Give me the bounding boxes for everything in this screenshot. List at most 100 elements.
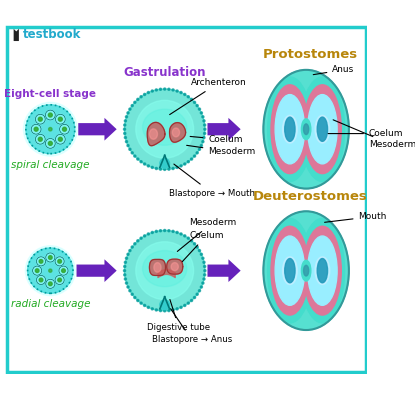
Circle shape <box>127 112 129 114</box>
Circle shape <box>134 101 136 103</box>
Text: Coelum: Coelum <box>328 129 403 138</box>
Circle shape <box>196 293 198 295</box>
Text: Digestive tube: Digestive tube <box>147 300 210 332</box>
Ellipse shape <box>317 117 327 141</box>
Circle shape <box>124 89 205 170</box>
Circle shape <box>137 158 139 160</box>
Circle shape <box>46 253 55 262</box>
Ellipse shape <box>315 257 330 284</box>
Ellipse shape <box>303 265 309 276</box>
Circle shape <box>134 296 136 298</box>
Circle shape <box>38 117 42 121</box>
Circle shape <box>59 137 62 141</box>
Circle shape <box>136 100 194 158</box>
Circle shape <box>204 124 206 126</box>
Circle shape <box>172 309 174 311</box>
Circle shape <box>55 257 64 266</box>
Circle shape <box>35 114 45 124</box>
Ellipse shape <box>303 226 341 315</box>
Circle shape <box>190 98 193 101</box>
Ellipse shape <box>315 115 330 143</box>
Circle shape <box>39 259 43 263</box>
Circle shape <box>180 91 182 94</box>
Circle shape <box>204 128 206 130</box>
Circle shape <box>193 101 195 103</box>
Circle shape <box>203 278 205 280</box>
Circle shape <box>58 278 61 282</box>
Circle shape <box>129 290 131 292</box>
Circle shape <box>144 93 146 95</box>
Circle shape <box>180 233 182 235</box>
Circle shape <box>56 114 65 124</box>
Circle shape <box>204 270 206 272</box>
Circle shape <box>38 137 42 141</box>
Circle shape <box>155 309 157 311</box>
Circle shape <box>168 88 170 90</box>
Circle shape <box>31 124 41 134</box>
Circle shape <box>193 155 195 157</box>
Text: Eight-cell stage: Eight-cell stage <box>4 89 96 99</box>
Text: Gastrulation: Gastrulation <box>123 65 206 79</box>
Circle shape <box>33 266 42 275</box>
Circle shape <box>56 134 65 144</box>
Circle shape <box>124 132 126 134</box>
Circle shape <box>45 110 55 120</box>
Ellipse shape <box>301 119 311 140</box>
Ellipse shape <box>317 259 327 283</box>
Circle shape <box>172 89 174 91</box>
Circle shape <box>168 230 170 232</box>
Text: Mouth: Mouth <box>325 212 387 222</box>
Circle shape <box>63 127 66 131</box>
Circle shape <box>164 229 166 231</box>
Circle shape <box>168 168 170 170</box>
Circle shape <box>134 243 136 245</box>
Circle shape <box>147 165 149 167</box>
Circle shape <box>124 231 205 311</box>
Circle shape <box>137 240 139 242</box>
Circle shape <box>155 89 157 91</box>
Ellipse shape <box>271 226 309 315</box>
Circle shape <box>140 161 142 163</box>
Polygon shape <box>169 122 186 142</box>
Polygon shape <box>147 122 165 146</box>
Ellipse shape <box>264 211 349 330</box>
Circle shape <box>187 237 189 239</box>
Circle shape <box>137 300 139 302</box>
Circle shape <box>202 257 204 259</box>
Circle shape <box>124 274 126 276</box>
Circle shape <box>23 102 77 156</box>
Circle shape <box>198 148 200 150</box>
Ellipse shape <box>283 115 297 143</box>
Circle shape <box>124 278 127 280</box>
Circle shape <box>180 306 182 308</box>
Circle shape <box>193 296 195 298</box>
Ellipse shape <box>303 124 309 134</box>
Circle shape <box>190 240 193 242</box>
Text: Deuterostomes: Deuterostomes <box>253 190 368 203</box>
Circle shape <box>49 141 52 145</box>
Polygon shape <box>149 129 157 139</box>
Circle shape <box>125 282 127 284</box>
Circle shape <box>131 105 133 107</box>
Ellipse shape <box>275 236 305 305</box>
Circle shape <box>198 290 200 292</box>
Polygon shape <box>76 259 117 282</box>
Text: testbook: testbook <box>22 28 81 41</box>
Circle shape <box>196 152 198 154</box>
Circle shape <box>147 91 149 94</box>
Text: Mesoderm: Mesoderm <box>187 145 256 156</box>
Circle shape <box>159 230 161 232</box>
Circle shape <box>202 116 204 118</box>
Circle shape <box>49 113 52 117</box>
Text: Anus: Anus <box>313 65 354 75</box>
Circle shape <box>151 231 153 233</box>
Circle shape <box>127 286 129 288</box>
Circle shape <box>159 88 161 90</box>
Circle shape <box>151 308 153 310</box>
Circle shape <box>203 261 205 263</box>
Circle shape <box>49 269 52 272</box>
Circle shape <box>125 140 127 143</box>
Circle shape <box>131 293 133 295</box>
Circle shape <box>28 248 73 293</box>
Circle shape <box>60 124 69 134</box>
